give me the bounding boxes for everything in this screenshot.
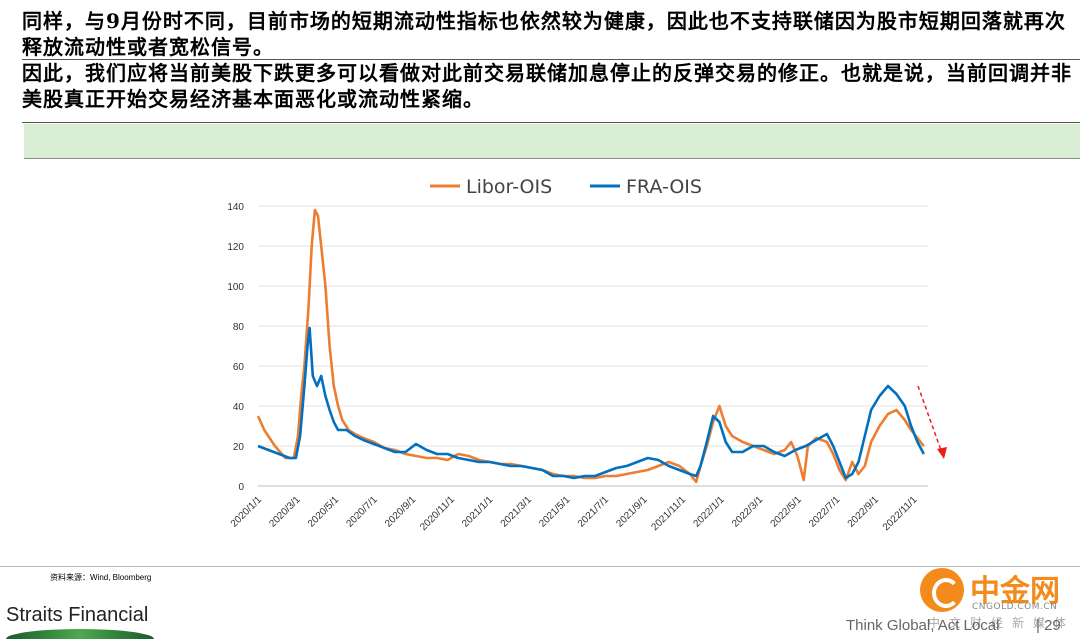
legend: Libor-OIS FRA-OIS [430,176,702,198]
paragraph-2: 因此，我们应将当前美股下跌更多可以看做对此前交易联储加息停止的反弹交易的修正。也… [22,61,1072,111]
y-tick-label: 40 [233,402,245,413]
y-tick-label: 100 [227,282,244,293]
x-tick-label: 2020/9/1 [383,494,419,530]
x-tick-label: 2022/3/1 [730,494,766,530]
watermark: 中金网 CNGOLD.COM.CN 中文财经新媒体 [920,566,1076,636]
brand-name: Straits Financial [6,604,149,626]
arrow-head [937,447,947,459]
y-tick-label: 80 [233,322,245,333]
x-tick-label: 2022/9/1 [846,494,882,530]
y-tick-label: 60 [233,362,245,373]
x-tick-label: 2022/5/1 [769,494,805,530]
grid-lines [258,205,928,487]
series-line-fra-ois [257,326,925,480]
underline-1 [22,59,1080,60]
paragraph-1: 同样，与9月份时不同，目前市场的短期流动性指标也依然较为健康，因此也不支持联储因… [22,9,1066,59]
tagline: Think Global, Act Local [846,617,1000,634]
x-tick-label: 2021/11/1 [650,494,689,533]
arrow-shaft [917,385,943,454]
source-note: 资料来源：Wind, Bloomberg [50,573,152,582]
x-tick-label: 2020/7/1 [344,494,380,530]
series-line-libor-ois [256,208,925,484]
x-tick-label: 2022/7/1 [807,494,843,530]
y-tick-label: 120 [227,242,244,253]
x-axis-ticks: 2020/1/1 2020/3/1 2020/5/1 2020/7/1 2020/9/1… [229,494,920,533]
x-tick-label: 2021/1/1 [460,494,496,530]
watermark-subtitle: 中文财经新媒体 [928,616,1076,630]
x-tick-label: 2021/5/1 [537,494,573,530]
x-tick-label: 2022/11/1 [881,494,920,533]
x-tick-label: 2021/7/1 [576,494,612,530]
y-axis-ticks: 0 20 40 60 80 100 120 140 [227,202,244,493]
x-tick-label: 2022/1/1 [691,494,727,530]
x-tick-label: 2020/5/1 [306,494,342,530]
brand-swoosh [6,629,154,639]
watermark-url: CNGOLD.COM.CN [972,602,1058,612]
y-tick-label: 0 [238,482,244,493]
series-lines [256,208,925,484]
footer-divider [0,566,1080,567]
y-tick-label: 140 [227,202,244,213]
underline-2 [22,122,1080,123]
legend-label: Libor-OIS [466,176,552,198]
x-tick-label: 2020/3/1 [267,494,303,530]
page-number: | 29 [1036,617,1061,634]
x-tick-label: 2020/11/1 [418,494,457,533]
y-tick-label: 20 [233,442,245,453]
x-tick-label: 2021/3/1 [499,494,535,530]
green-band [24,124,1080,159]
cngold-logo-icon [920,568,964,612]
x-tick-label: 2020/1/1 [229,494,265,530]
watermark-name: 中金网 [970,574,1060,609]
legend-label: FRA-OIS [626,176,702,198]
trend-arrow [917,385,947,459]
x-tick-label: 2021/9/1 [614,494,650,530]
